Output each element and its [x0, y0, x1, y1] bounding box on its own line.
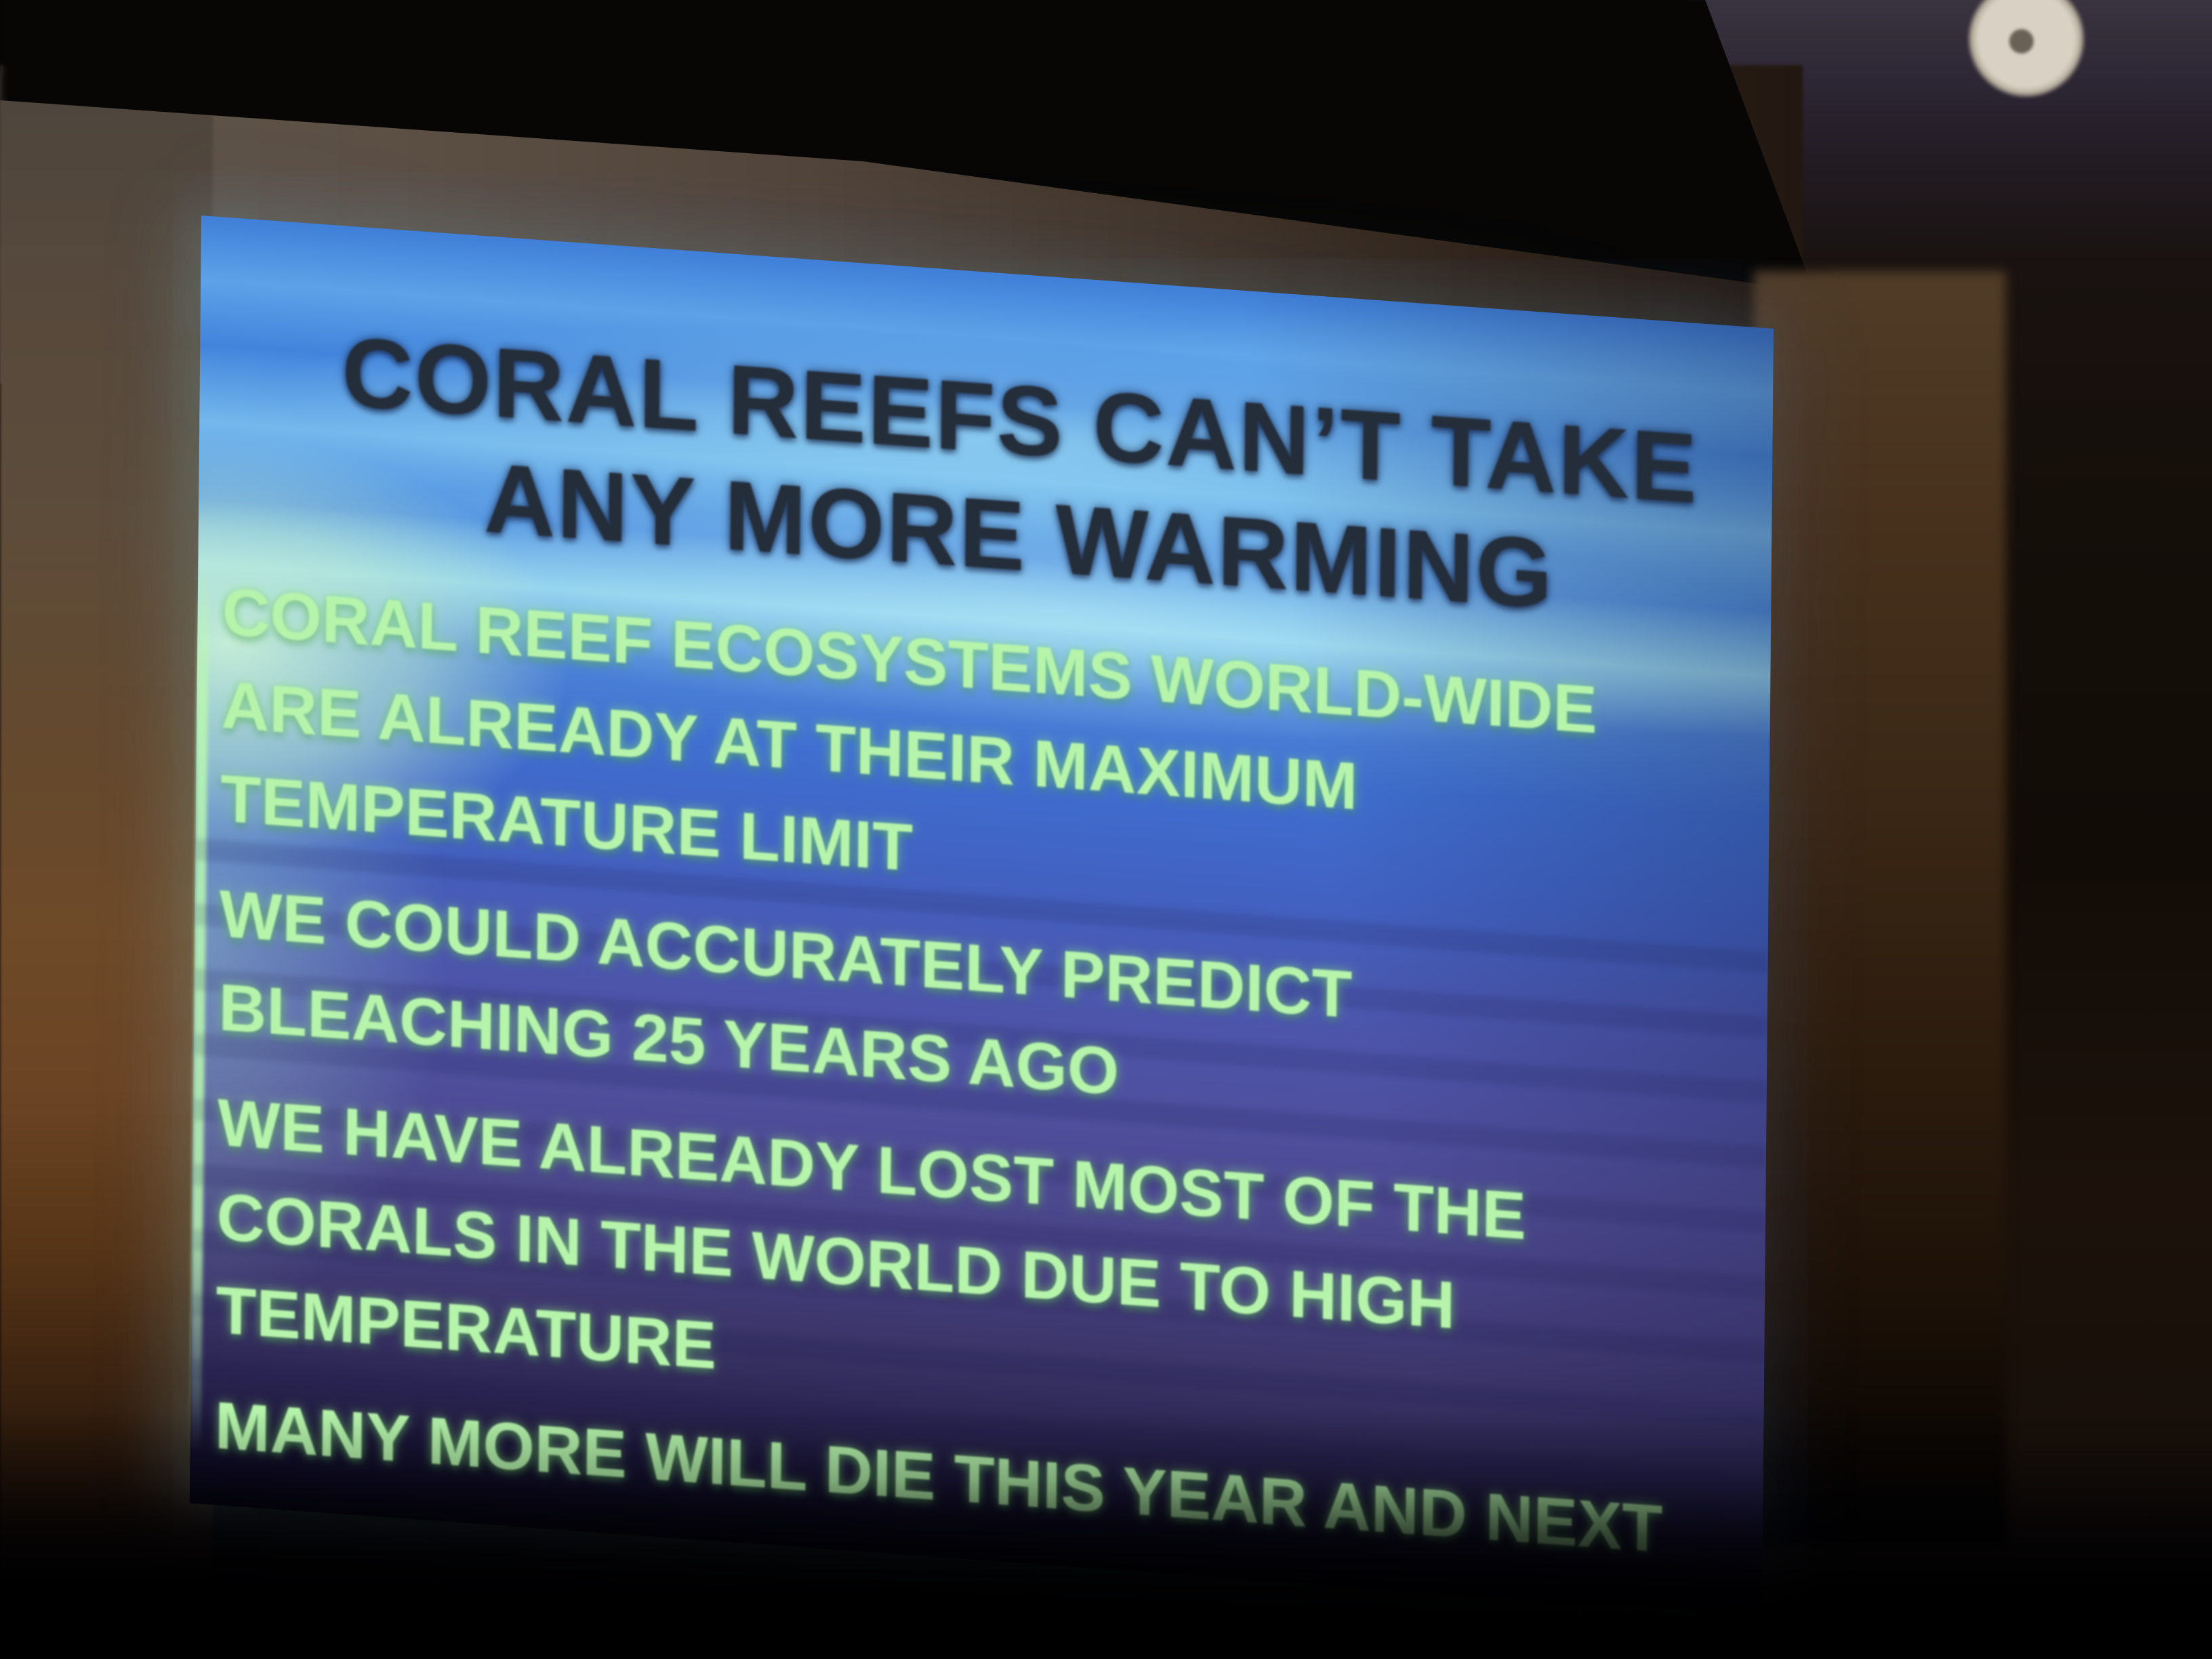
- slide-content: CORAL REEFS CAN’T TAKE ANY MORE WARMING …: [190, 216, 1774, 1616]
- projected-slide: CORAL REEFS CAN’T TAKE ANY MORE WARMING …: [189, 216, 1774, 1617]
- smoke-detector: [1965, 0, 2087, 98]
- wall-left-of-screen: [0, 75, 213, 1659]
- bottom-darkness: [0, 1410, 2212, 1659]
- wall-right-of-screen: [1754, 271, 2006, 1545]
